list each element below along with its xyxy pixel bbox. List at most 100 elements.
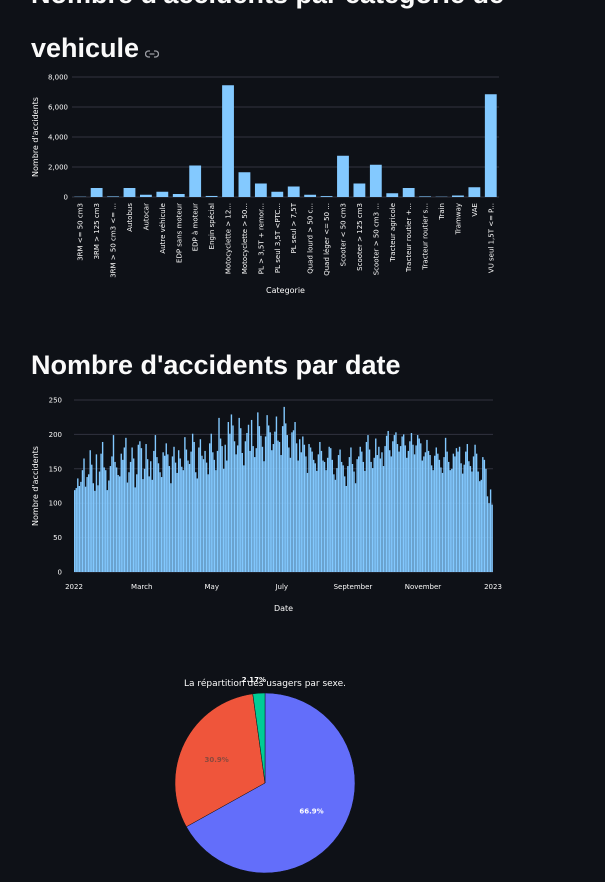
date-bar bbox=[177, 450, 180, 572]
date-bar bbox=[458, 446, 461, 572]
date-bar bbox=[204, 450, 206, 572]
date-bar bbox=[399, 446, 402, 572]
date-bar bbox=[463, 464, 465, 572]
date-bar bbox=[322, 460, 324, 572]
pie-slice bbox=[186, 692, 356, 874]
date-bar bbox=[438, 459, 441, 572]
date-bar bbox=[199, 439, 202, 572]
date-bar bbox=[392, 441, 394, 572]
date-bar bbox=[424, 452, 427, 572]
date-bar bbox=[249, 450, 251, 572]
category-bar bbox=[90, 188, 103, 197]
date-bar bbox=[373, 457, 375, 572]
date-bar bbox=[243, 465, 245, 572]
date-bar bbox=[378, 446, 380, 572]
date-bar bbox=[491, 504, 493, 572]
category-heading-text: vehicule bbox=[31, 33, 140, 63]
date-bar bbox=[101, 441, 104, 572]
y-tick-label: 4,000 bbox=[48, 134, 68, 142]
date-bar bbox=[460, 463, 462, 572]
date-bar bbox=[385, 435, 388, 572]
date-bar bbox=[465, 451, 467, 572]
date-bar bbox=[98, 471, 101, 572]
date-bar bbox=[303, 444, 306, 572]
date-bar bbox=[483, 459, 486, 572]
date-bar bbox=[395, 432, 397, 572]
date-bar bbox=[272, 444, 275, 572]
x-tick-label: May bbox=[205, 583, 219, 591]
date-bar bbox=[227, 422, 230, 572]
date-bar bbox=[187, 460, 189, 572]
date-bar bbox=[94, 490, 96, 572]
x-tick-label: Motocyclette > 50... bbox=[241, 203, 249, 274]
x-tick-label: Autobus bbox=[126, 203, 134, 232]
y-tick-label: 200 bbox=[49, 431, 62, 439]
date-bar bbox=[485, 468, 487, 572]
date-bar bbox=[280, 455, 282, 572]
date-bar bbox=[300, 452, 302, 572]
date-bar bbox=[396, 444, 399, 572]
date-bar bbox=[103, 467, 105, 572]
date-bar bbox=[357, 456, 360, 572]
date-bar bbox=[139, 441, 141, 572]
pie-slice bbox=[174, 693, 266, 828]
date-bar bbox=[398, 451, 400, 572]
y-axis-title: Nombre d'accidents bbox=[31, 97, 40, 177]
date-heading: Nombre d'accidents par date bbox=[31, 350, 401, 380]
category-bar bbox=[402, 188, 415, 197]
date-bar bbox=[115, 467, 118, 572]
date-bar bbox=[209, 443, 211, 572]
date-bar bbox=[182, 470, 185, 572]
date-bar bbox=[479, 481, 481, 572]
date-bar bbox=[432, 470, 434, 572]
date-bar bbox=[362, 461, 365, 572]
date-bar bbox=[319, 441, 321, 572]
date-bar bbox=[77, 478, 79, 572]
x-tick-label: Scooter > 50 cm3 ... bbox=[372, 203, 380, 275]
x-tick-label: Autre véhicule bbox=[159, 203, 167, 254]
date-bar bbox=[489, 489, 492, 572]
date-bar bbox=[109, 466, 112, 572]
date-bar bbox=[176, 472, 178, 572]
date-bar bbox=[446, 451, 448, 572]
date-bar bbox=[275, 416, 278, 572]
x-tick-label: EDP sans moteur bbox=[175, 203, 183, 263]
date-bar bbox=[215, 470, 217, 572]
category-bar bbox=[172, 194, 185, 197]
category-bar bbox=[156, 191, 169, 197]
date-bar bbox=[472, 456, 475, 572]
date-bar bbox=[162, 452, 164, 572]
y-tick-label: 0 bbox=[58, 569, 62, 577]
date-bar bbox=[384, 446, 386, 572]
date-bar bbox=[379, 458, 382, 572]
date-bar bbox=[100, 453, 102, 572]
date-bar bbox=[210, 433, 212, 572]
x-tick-label: Tracteur routier s... bbox=[422, 203, 430, 271]
date-bar bbox=[364, 470, 366, 572]
date-bar bbox=[87, 474, 90, 572]
category-bar bbox=[304, 194, 317, 197]
date-bar bbox=[201, 455, 203, 572]
date-bar bbox=[347, 466, 349, 572]
date-bar bbox=[351, 463, 354, 572]
date-bar bbox=[218, 417, 220, 572]
date-bar bbox=[75, 488, 77, 572]
date-bar bbox=[471, 471, 473, 572]
y-tick-label: 100 bbox=[49, 500, 62, 508]
date-bar bbox=[437, 453, 439, 572]
x-tick-label: Tracteur agricole bbox=[389, 203, 397, 263]
x-tick-label: March bbox=[131, 583, 152, 591]
y-tick-label: 50 bbox=[53, 534, 62, 542]
category-heading-cut: Nombre d'accidents par categorie de bbox=[31, 0, 504, 10]
date-bar bbox=[250, 419, 253, 572]
link-icon[interactable] bbox=[144, 34, 160, 66]
category-bar bbox=[254, 183, 267, 197]
date-bar bbox=[454, 456, 456, 572]
category-bar bbox=[337, 155, 349, 197]
date-bar bbox=[114, 461, 116, 572]
x-tick-label: 2022 bbox=[65, 583, 83, 591]
date-bar bbox=[274, 431, 276, 572]
date-bar bbox=[246, 433, 248, 572]
date-bar bbox=[426, 439, 428, 572]
date-bar bbox=[229, 433, 231, 572]
